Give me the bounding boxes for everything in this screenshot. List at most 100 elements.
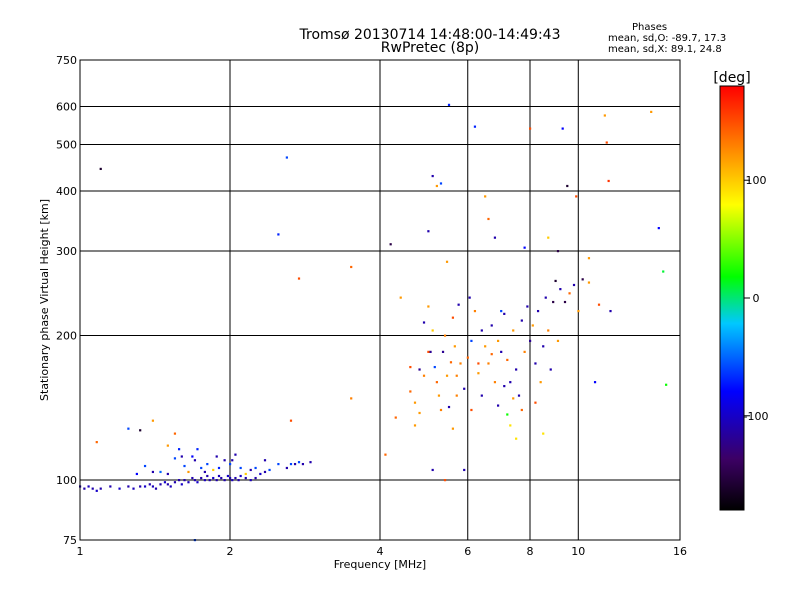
y-tick-label: 300 [56,245,77,258]
data-point [268,468,271,472]
data-point [277,233,280,236]
data-point [127,485,130,488]
data-point [187,470,190,474]
data-point [297,277,301,280]
data-point [229,476,232,480]
data-point [139,485,142,488]
data-point [515,368,518,371]
data-point [437,394,441,397]
data-point [563,300,567,304]
data-point [293,462,297,466]
data-point [173,457,177,460]
data-point [529,127,532,130]
data-point [99,167,102,171]
x-tick-label: 16 [673,545,687,558]
data-point [431,174,434,178]
data-point [139,429,142,432]
data-point [196,481,199,484]
data-point [534,401,537,404]
data-point [443,479,447,482]
data-point [109,485,112,488]
data-point [289,419,293,422]
data-point [520,319,523,322]
data-point [422,321,426,324]
x-tick-label: 10 [571,545,585,558]
data-point [435,184,438,188]
y-tick-label: 600 [56,101,77,114]
data-point [457,303,460,306]
data-point [581,278,584,281]
data-point [187,481,190,484]
data-point [206,474,209,478]
data-point [577,309,580,313]
data-point [473,309,477,313]
data-point [547,329,550,332]
chart-title: Tromsø 20130714 14:48:00-14:49:43 [299,27,561,43]
data-point [487,217,490,221]
data-point [285,466,288,470]
data-point [500,350,503,353]
data-point [544,296,547,299]
data-point [451,427,455,430]
data-point [431,329,434,332]
data-point [208,479,211,482]
colorbar [719,85,745,511]
data-point [234,453,237,456]
data-point [431,468,434,472]
data-point [603,114,606,117]
chart-subtitle: RwPretec (8p) [380,40,480,56]
data-point [441,350,445,353]
data-point [166,444,169,447]
data-point [418,368,421,371]
data-point [536,309,540,313]
data-point [151,470,155,474]
data-point [496,404,500,407]
data-point [297,461,301,464]
data-point [200,466,203,470]
data-point [143,485,147,488]
data-point [237,479,240,482]
data-point [229,462,232,466]
data-point [200,476,203,480]
data-point [177,448,181,451]
data-point [418,411,421,415]
data-point [463,387,466,390]
data-point [254,476,257,480]
data-point [99,487,102,490]
data-point [180,455,183,458]
data-point [239,466,242,470]
plot-frame [79,59,681,541]
data-point [159,483,162,486]
data-point [439,182,443,185]
data-point [196,448,199,451]
data-point [435,381,438,384]
data-point [285,156,288,159]
data-point [523,246,526,249]
data-point [244,472,247,476]
data-point [529,339,532,343]
data-point [487,362,490,365]
data-point [609,309,612,313]
data-point [512,397,515,400]
data-point [301,462,305,466]
data-point [480,329,483,332]
grid-lines [80,60,680,540]
data-point [173,432,177,435]
data-point [463,468,466,472]
data-point [223,459,226,462]
data-point [83,487,86,490]
data-point [439,408,443,412]
x-axis: 1 2 4 6 8 10 16 [77,545,688,558]
y-axis: 75 100 200 300 400 500 600 750 [56,54,77,547]
y-tick-label: 400 [56,185,77,198]
data-point [203,470,206,474]
data-point [429,350,432,353]
x-tick-label: 4 [377,545,384,558]
data-point [231,479,234,482]
data-point [212,468,215,472]
data-point [95,441,98,444]
data-point [254,466,257,470]
data-point [477,372,480,375]
data-point [503,312,506,315]
data-point [531,324,534,327]
